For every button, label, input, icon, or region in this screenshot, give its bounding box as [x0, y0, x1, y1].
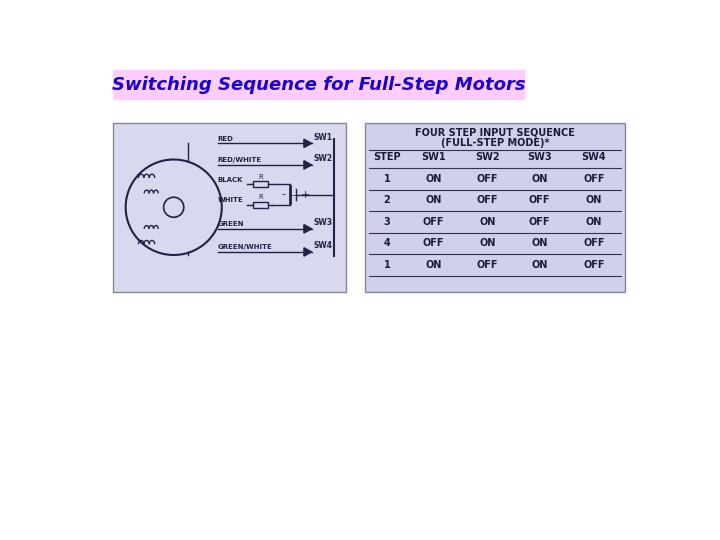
- Text: OFF: OFF: [477, 195, 498, 205]
- Text: ON: ON: [425, 260, 441, 270]
- Text: OFF: OFF: [423, 239, 444, 248]
- Text: Switching Sequence for Full-Step Motors: Switching Sequence for Full-Step Motors: [112, 76, 526, 94]
- Text: ON: ON: [531, 239, 548, 248]
- Text: 1: 1: [384, 174, 390, 184]
- Polygon shape: [304, 225, 312, 233]
- FancyBboxPatch shape: [365, 123, 625, 292]
- Text: ON: ON: [480, 239, 496, 248]
- Polygon shape: [304, 161, 312, 169]
- Text: SW1: SW1: [421, 152, 446, 162]
- Text: OFF: OFF: [583, 260, 605, 270]
- Polygon shape: [304, 248, 312, 256]
- Text: SW1: SW1: [314, 133, 333, 142]
- Text: 3: 3: [384, 217, 390, 227]
- Text: FOUR STEP INPUT SEQUENCE: FOUR STEP INPUT SEQUENCE: [415, 127, 575, 138]
- Text: 4: 4: [384, 239, 390, 248]
- Text: ON: ON: [585, 195, 602, 205]
- Text: -: -: [282, 190, 285, 200]
- Text: ON: ON: [585, 217, 602, 227]
- Text: ON: ON: [480, 217, 496, 227]
- Text: OFF: OFF: [528, 195, 550, 205]
- Text: STEP: STEP: [373, 152, 400, 162]
- Text: (FULL-STEP MODE)*: (FULL-STEP MODE)*: [441, 138, 549, 147]
- Text: 2: 2: [384, 195, 390, 205]
- Text: SW2: SW2: [475, 152, 500, 162]
- Text: ON: ON: [531, 174, 548, 184]
- Text: R: R: [258, 173, 263, 179]
- Text: OFF: OFF: [423, 217, 444, 227]
- Text: SW2: SW2: [314, 154, 333, 164]
- Text: 1: 1: [384, 260, 390, 270]
- Text: RED/WHITE: RED/WHITE: [218, 157, 262, 164]
- FancyBboxPatch shape: [113, 70, 524, 99]
- FancyBboxPatch shape: [113, 123, 346, 292]
- Text: SW3: SW3: [314, 218, 333, 227]
- Text: BLACK: BLACK: [218, 177, 243, 183]
- Bar: [253, 202, 269, 208]
- Text: OFF: OFF: [477, 260, 498, 270]
- Text: OFF: OFF: [583, 239, 605, 248]
- Text: ON: ON: [425, 195, 441, 205]
- Text: OFF: OFF: [477, 174, 498, 184]
- Bar: [253, 181, 269, 187]
- Text: +: +: [301, 190, 310, 200]
- Text: GREEN: GREEN: [218, 221, 244, 227]
- Text: GREEN/WHITE: GREEN/WHITE: [218, 245, 273, 251]
- Text: RED: RED: [218, 136, 234, 142]
- Polygon shape: [304, 139, 312, 147]
- Text: SW4: SW4: [314, 241, 333, 251]
- Text: ON: ON: [531, 260, 548, 270]
- Text: OFF: OFF: [528, 217, 550, 227]
- Text: OFF: OFF: [583, 174, 605, 184]
- Text: WHITE: WHITE: [218, 198, 243, 204]
- Text: SW4: SW4: [582, 152, 606, 162]
- Text: ON: ON: [425, 174, 441, 184]
- Text: SW3: SW3: [527, 152, 552, 162]
- Text: R: R: [258, 194, 263, 200]
